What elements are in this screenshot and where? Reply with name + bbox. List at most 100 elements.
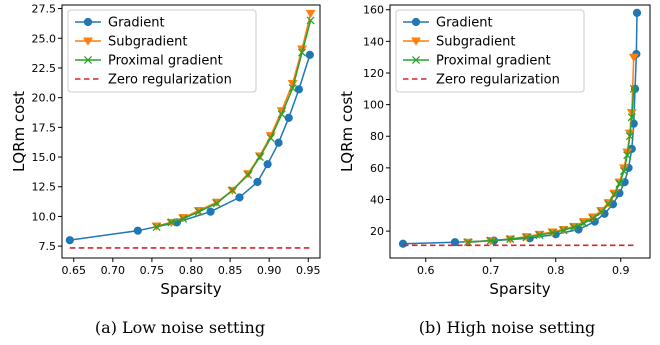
data-point-gradient [294,85,303,94]
data-point-proximal-gradient [244,170,253,179]
data-point-proximal-gradient [627,113,636,122]
data-point-proximal-gradient [179,214,188,223]
data-point-proximal-gradient [610,190,619,199]
y-tick-label: 20 [370,225,384,238]
x-tick-label: 0.95 [296,264,321,277]
data-point-proximal-gradient [535,231,544,240]
data-point-proximal-gradient [559,226,568,235]
data-point-proximal-gradient [579,219,588,228]
data-point-gradient [632,8,642,18]
y-tick-label: 15.0 [32,151,57,164]
data-point-proximal-gradient [306,16,315,25]
legend-entry-subgradient: Subgradient [108,35,188,50]
legend-marker-gradient [411,17,421,27]
data-point-gradient [305,50,314,59]
panel-caption: (a) Low noise setting [95,318,265,337]
y-tick-label: 40 [370,193,384,206]
y-tick-label: 22.5 [32,62,57,75]
x-axis-label: Sparsity [489,280,550,298]
data-point-proximal-gradient [277,110,286,119]
legend-box [67,9,257,93]
data-point-proximal-gradient [167,218,176,227]
x-tick-label: 0.70 [101,264,126,277]
y-tick-label: 27.5 [32,3,57,16]
data-point-gradient [274,138,283,147]
data-point-proximal-gradient [152,223,161,232]
legend-entry-proximal-gradient: Proximal gradient [436,54,551,69]
data-point-proximal-gradient [629,84,638,93]
data-point-proximal-gradient [297,48,307,57]
data-point-proximal-gradient [569,223,579,232]
data-point-proximal-gradient [619,166,629,176]
y-tick-label: 120 [363,67,384,80]
series-line-proximal-gradient [467,88,635,243]
series-gradient [65,50,314,245]
panel-caption: (b) High noise setting [419,318,596,337]
y-axis-label: LQRm cost [10,91,28,172]
data-point-proximal-gradient [212,199,221,208]
data-point-gradient [263,160,272,169]
data-point-proximal-gradient [604,200,613,209]
panel-low-noise: 0.65 0.70 0.75 0.80 0.85 0.90 0.95 7.5 10.0 12.5 1… [10,3,321,337]
x-tick-label: 0.7 [482,264,500,277]
y-tick-label: 25.0 [32,32,57,45]
legend-entry-gradient: Gradient [436,16,493,31]
legend-marker-subgradient [82,37,94,46]
x-tick-label: 0.8 [547,264,565,277]
data-point-gradient [206,207,215,216]
legend-entry-subgradient: Subgradient [436,35,516,50]
x-tick-label: 0.6 [417,264,435,277]
data-point-gradient [235,193,244,202]
legend: Gradient Subgradient Proximal gradient Zero… [395,9,585,93]
data-point-proximal-gradient [228,186,237,195]
data-point-proximal-gradient [597,208,606,217]
data-point-proximal-gradient [588,214,597,223]
axes-frame [389,4,651,259]
data-point-gradient [65,236,74,245]
data-point-proximal-gradient [255,152,264,162]
x-tick-label: 0.75 [140,264,165,277]
legend-entry-proximal-gradient: Proximal gradient [108,54,223,69]
data-point-proximal-gradient [288,84,297,93]
data-point-gradient [253,177,262,187]
legend-marker-proximal-gradient [83,55,93,65]
legend-entry-zero-regularization: Zero regularization [108,73,232,88]
y-tick-label: 20.0 [32,92,57,105]
y-tick-label: 80 [370,130,384,143]
y-axis-label: LQRm cost [338,91,356,172]
y-tick-label: 10.0 [32,210,57,223]
data-point-subgradient [628,53,639,63]
legend-entry-gradient: Gradient [108,16,165,31]
panel-high-noise: 0.6 0.7 0.8 0.9 20 40 60 80 100 120 140 160 Sparsity… [338,4,651,337]
data-point-subgradient [305,9,316,19]
y-tick-label: 7.5 [39,240,57,253]
legend-marker-proximal-gradient [411,55,421,65]
data-point-gradient [450,238,460,247]
x-tick-label: 0.85 [218,264,243,277]
x-tick-label: 0.80 [179,264,204,277]
data-point-gradient [284,113,293,122]
legend-box [395,9,585,93]
y-tick-label: 12.5 [32,181,57,194]
x-tick-label: 0.90 [257,264,282,277]
data-point-proximal-gradient [615,179,624,188]
data-point-proximal-gradient [266,133,275,143]
legend-marker-gradient [83,17,93,27]
legend: Gradient Subgradient Proximal gradient Zero… [67,9,257,93]
legend-marker-subgradient [410,37,422,46]
data-point-proximal-gradient [522,233,531,242]
y-tick-label: 17.5 [32,121,57,134]
data-point-proximal-gradient [506,234,515,244]
data-point-proximal-gradient [623,151,632,160]
data-point-proximal-gradient [548,228,557,237]
y-tick-label: 60 [370,162,384,175]
x-axis-label: Sparsity [160,280,221,298]
data-point-proximal-gradient [194,207,203,216]
y-tick-label: 160 [363,4,384,17]
data-point-proximal-gradient [486,236,495,245]
x-tick-label: 0.9 [612,264,630,277]
data-point-proximal-gradient [625,132,634,141]
y-tick-label: 140 [363,35,384,48]
series-proximal-gradient [152,16,315,232]
